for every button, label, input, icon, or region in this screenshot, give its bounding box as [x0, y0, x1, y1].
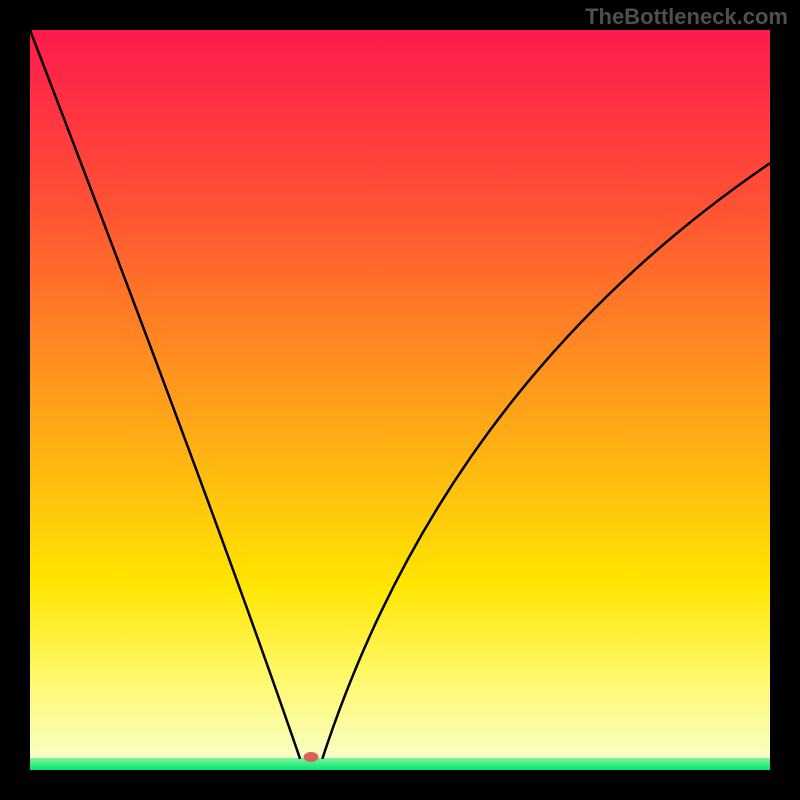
chart-plot-area: [30, 30, 770, 770]
watermark-text: TheBottleneck.com: [585, 4, 788, 30]
optimal-point-marker: [304, 752, 319, 762]
curve-left-branch: [30, 30, 300, 759]
green-baseline-band: [30, 758, 770, 770]
bottleneck-curve: [30, 30, 770, 770]
curve-right-branch: [322, 163, 770, 759]
